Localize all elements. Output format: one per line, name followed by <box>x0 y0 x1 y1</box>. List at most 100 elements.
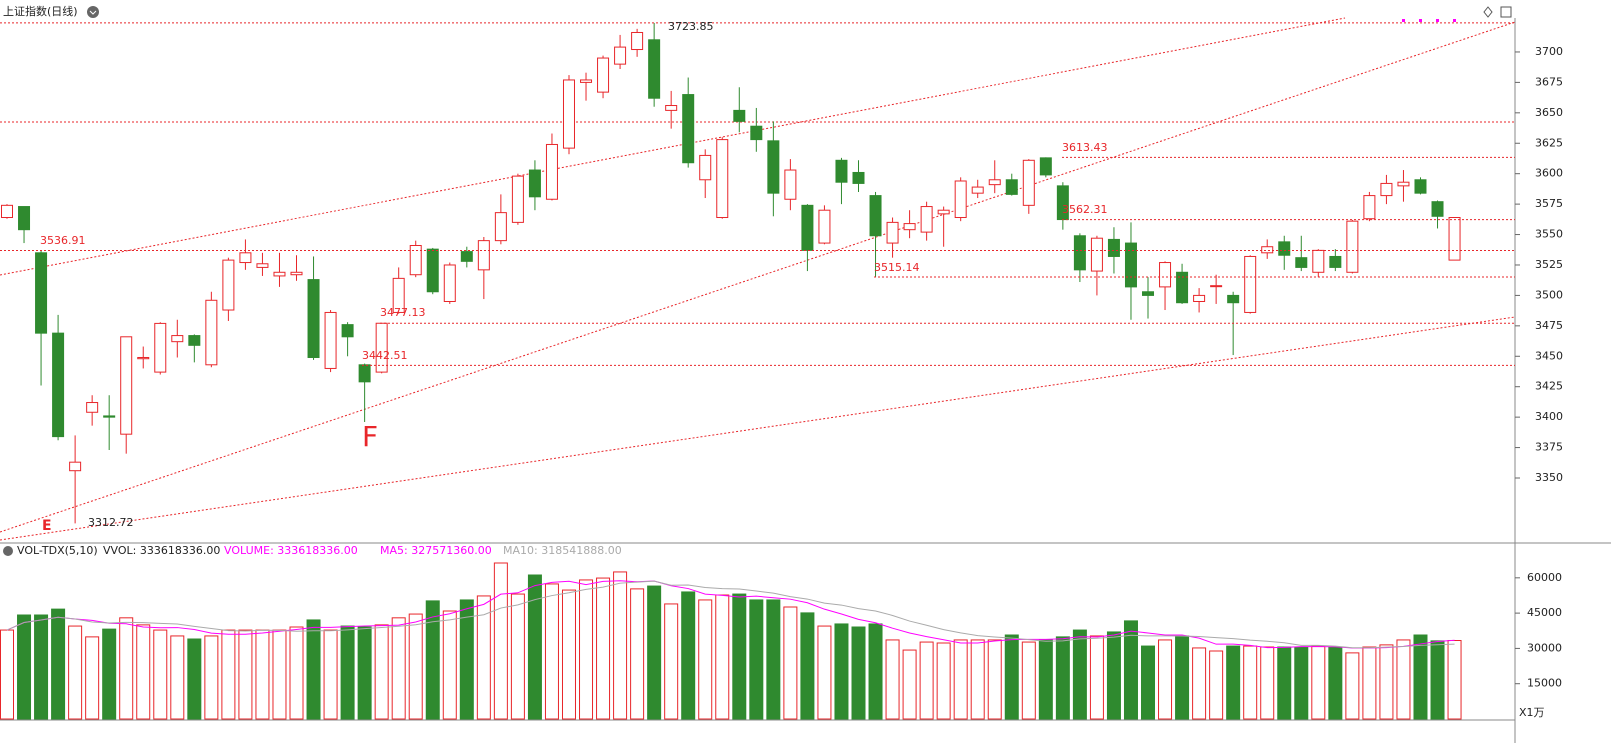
candle-body <box>120 336 133 435</box>
candle-body <box>631 31 644 51</box>
volume-bar <box>732 593 747 720</box>
candle-body <box>69 461 82 472</box>
candle-body <box>1227 294 1240 304</box>
candle-body <box>648 39 661 99</box>
volume-bar <box>1328 646 1343 720</box>
candle-body <box>52 332 65 438</box>
candle-body <box>1261 246 1274 254</box>
candle-body <box>1005 179 1018 195</box>
menu-button[interactable] <box>87 6 99 18</box>
candle-body <box>341 324 354 338</box>
volume-bar <box>817 625 832 720</box>
volume-bar <box>851 626 866 720</box>
volume-bar <box>442 610 457 720</box>
volume-bar <box>1089 635 1104 720</box>
vol-title: VOL-TDX(5,10) <box>17 544 98 557</box>
y-tick-label: 3400 <box>1535 410 1563 423</box>
volume-bar <box>34 614 49 720</box>
candle-body <box>1039 157 1052 176</box>
volume-bar <box>766 599 781 720</box>
candle-body <box>1397 181 1410 187</box>
volume-bar <box>749 599 764 720</box>
volume-bar <box>1311 645 1326 720</box>
trend-line <box>0 21 1516 533</box>
volume-bar <box>834 623 849 720</box>
candle-body <box>1414 179 1427 194</box>
unit-label: X1万 <box>1519 706 1545 719</box>
y-tick-label: 3350 <box>1535 471 1563 484</box>
candle-body <box>1022 159 1035 206</box>
volume-bar <box>885 639 900 720</box>
candle-body <box>1 204 13 219</box>
candle-body <box>1107 238 1120 257</box>
volume-bar <box>1175 635 1190 720</box>
volume-bar <box>1379 644 1394 720</box>
volume-bar <box>800 612 815 720</box>
candle-body <box>86 402 99 413</box>
diamond-button[interactable] <box>1483 6 1493 18</box>
y-tick-label: 3600 <box>1535 167 1563 180</box>
volume-bar <box>238 629 253 720</box>
trend-line <box>0 17 1346 276</box>
volume-bar <box>1055 636 1070 720</box>
y-tick-label: 3375 <box>1535 441 1563 454</box>
volume-bar <box>1226 645 1241 720</box>
candle-body <box>1090 237 1103 272</box>
candle-body <box>903 223 916 231</box>
vol-legend: MA10: 318541888.00 <box>503 544 622 557</box>
candle-body <box>171 335 184 343</box>
volume-bar <box>1345 652 1360 720</box>
candle-body <box>205 299 218 366</box>
volume-bar <box>1362 646 1377 720</box>
y-tick-label: 3675 <box>1535 75 1563 88</box>
volume-bar <box>1004 634 1019 720</box>
volume-bar <box>681 591 696 720</box>
trend-line <box>0 316 1516 541</box>
candle-body <box>35 252 48 334</box>
vol-menu-button[interactable] <box>3 546 13 556</box>
panel-button[interactable] <box>1500 6 1512 18</box>
volume-bar <box>1277 646 1292 720</box>
volume-bar <box>1243 645 1258 720</box>
volume-bar <box>698 599 713 720</box>
volume-bar <box>102 628 117 720</box>
candle-body <box>954 180 967 219</box>
vol-legend: VOLUME: 333618336.00 <box>224 544 358 557</box>
volume-bar <box>1038 639 1053 720</box>
candle-body <box>1380 182 1393 197</box>
volume-bar <box>970 639 985 720</box>
candle-body <box>528 169 541 198</box>
volume-bar <box>289 626 304 720</box>
point-mark: E <box>42 518 52 534</box>
candle-body <box>545 143 558 200</box>
volume-bar <box>204 635 219 720</box>
y-tick-label: 3550 <box>1535 228 1563 241</box>
candle-body <box>1363 195 1376 220</box>
price-label: 3536.91 <box>40 234 86 247</box>
y-tick-label: 45000 <box>1527 606 1562 619</box>
dot <box>1402 19 1405 22</box>
volume-bar <box>1106 631 1121 720</box>
volume-bar <box>630 588 645 720</box>
candle-body <box>920 206 933 233</box>
volume-bar <box>408 613 423 720</box>
candle-body <box>699 154 712 181</box>
volume-bar <box>783 606 798 720</box>
candle-body <box>358 364 371 383</box>
volume-bar <box>715 594 730 720</box>
price-label: 3562.31 <box>1062 203 1108 216</box>
volume-bar <box>613 571 628 720</box>
candle-body <box>937 209 950 215</box>
y-tick-label: 15000 <box>1527 677 1562 690</box>
candle-body <box>188 335 201 346</box>
candle-body <box>443 264 456 302</box>
candle-body <box>1193 294 1206 302</box>
volume-bar <box>1021 641 1036 720</box>
price-label: 3723.85 <box>668 20 714 33</box>
price-label: 3312.72 <box>88 516 134 529</box>
candle-body <box>222 259 235 311</box>
volume-bar <box>579 579 594 720</box>
trend-lines <box>0 17 1516 541</box>
candle-body <box>409 245 422 276</box>
vol-legend: MA5: 327571360.00 <box>380 544 492 557</box>
